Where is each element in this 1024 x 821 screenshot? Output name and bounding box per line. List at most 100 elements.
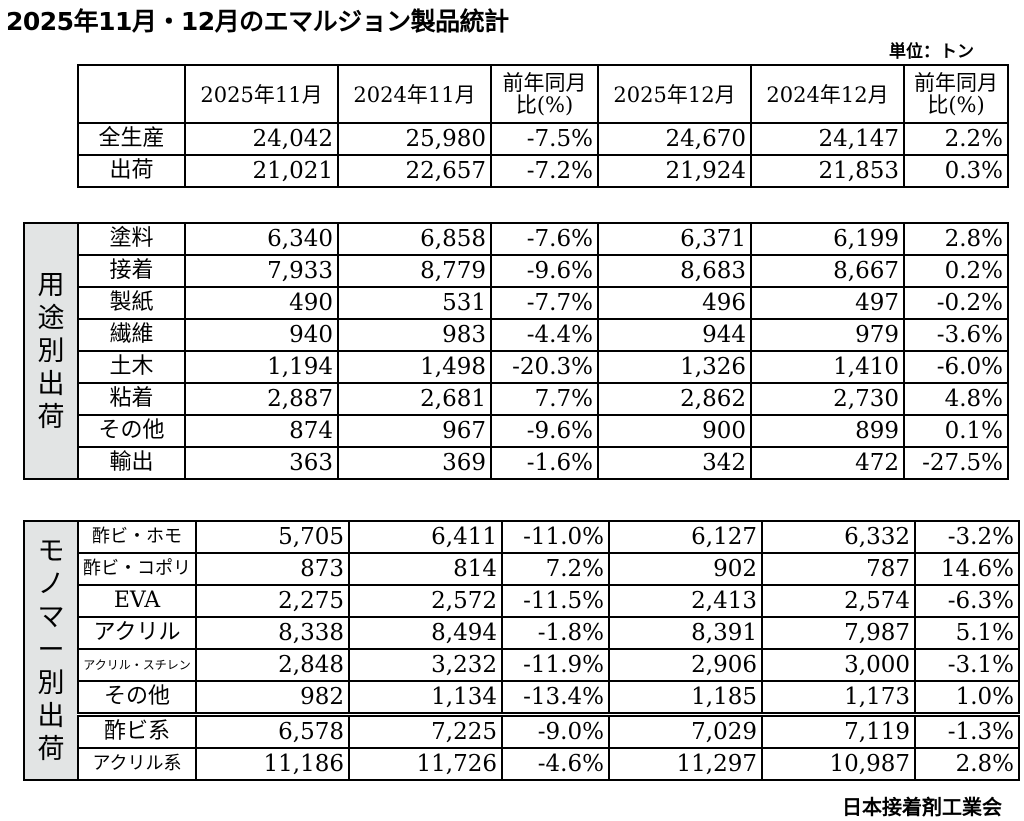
table-row: モノマー別出荷 酢ビ・ホモ 5,705 6,411 -11.0% 6,127 6,332 -3…: [23, 520, 1020, 781]
value-cell: 2.2%: [903, 122, 1009, 156]
row-label: 土木: [77, 350, 186, 384]
value-cell: -7.7%: [490, 286, 599, 320]
value-cell: -20.3%: [490, 350, 599, 384]
value-cell: 2,574: [761, 584, 916, 618]
row-label: アクリル: [77, 616, 197, 650]
value-cell: 7,225: [348, 712, 503, 749]
value-cell: 8,779: [337, 254, 492, 288]
value-cell: 6,332: [761, 520, 916, 554]
value-cell: 0.2%: [903, 254, 1009, 288]
row-label: 酢ビ・コポリ: [77, 552, 197, 586]
value-cell: -6.0%: [903, 350, 1009, 384]
table-row: 全生産 24,042 25,980 -7.5% 24,670 24,147 2.2%: [77, 122, 1009, 156]
value-cell: 14.6%: [914, 552, 1020, 586]
value-cell: 8,494: [348, 616, 503, 650]
value-cell: 2,906: [608, 648, 763, 682]
value-cell: 8,391: [608, 616, 763, 650]
value-cell: 983: [337, 318, 492, 352]
col-header: 2024年11月: [337, 64, 492, 124]
value-cell: 3,000: [761, 648, 916, 682]
value-cell: 6,199: [750, 222, 905, 256]
value-cell: 1,173: [761, 680, 916, 716]
row-label: 酢ビ系: [77, 712, 197, 749]
value-cell: -3.2%: [914, 520, 1020, 554]
value-cell: 2.8%: [903, 222, 1009, 256]
row-label: 出荷: [77, 154, 186, 188]
value-cell: 21,924: [597, 154, 752, 188]
value-cell: 814: [348, 552, 503, 586]
value-cell: 2,730: [750, 382, 905, 416]
row-label: 製紙: [77, 286, 186, 320]
value-cell: 490: [184, 286, 339, 320]
value-cell: 11,297: [608, 747, 763, 781]
value-cell: 787: [761, 552, 916, 586]
value-cell: 21,853: [750, 154, 905, 188]
row-label: 酢ビ・ホモ: [77, 520, 197, 554]
value-cell: 342: [597, 446, 752, 480]
value-cell: 3,232: [348, 648, 503, 682]
value-cell: 2,681: [337, 382, 492, 416]
table-row: 酢ビ系 6,578 7,225 -9.0% 7,029 7,119 -1.3%: [24, 712, 1020, 749]
value-cell: 7,119: [761, 712, 916, 749]
row-label: EVA: [77, 584, 197, 618]
row-label: 輸出: [77, 446, 186, 480]
value-cell: 21,021: [184, 154, 339, 188]
value-cell: 8,683: [597, 254, 752, 288]
value-cell: 11,726: [348, 747, 503, 781]
value-cell: 1,410: [750, 350, 905, 384]
value-cell: 873: [195, 552, 350, 586]
col-header: 前年同月 比(%): [903, 64, 1009, 124]
value-cell: 2,275: [195, 584, 350, 618]
value-cell: 902: [608, 552, 763, 586]
col-header: 前年同月 比(%): [490, 64, 599, 124]
category-label: 用途別出荷: [23, 222, 79, 480]
value-cell: 1,134: [348, 680, 503, 716]
value-cell: 2,572: [348, 584, 503, 618]
row-label: 繊維: [77, 318, 186, 352]
value-cell: 4.8%: [903, 382, 1009, 416]
value-cell: -0.2%: [903, 286, 1009, 320]
value-cell: 8,338: [195, 616, 350, 650]
value-cell: 497: [750, 286, 905, 320]
value-cell: -1.8%: [501, 616, 610, 650]
table-row: 出荷 21,021 22,657 -7.2% 21,924 21,853 0.3%: [77, 154, 1009, 188]
row-label: 塗料: [77, 222, 186, 256]
value-cell: 2,848: [195, 648, 350, 682]
monomer-table: モノマー別出荷 酢ビ・ホモ 5,705 6,411 -11.0% 6,127 6,332 -3…: [23, 520, 1020, 781]
value-cell: 874: [184, 414, 339, 448]
value-cell: 369: [337, 446, 492, 480]
value-cell: -3.6%: [903, 318, 1009, 352]
value-cell: 22,657: [337, 154, 492, 188]
value-cell: 6,578: [195, 712, 350, 749]
table-row: 製紙 490 531 -7.7% 496 497 -0.2%: [24, 286, 1009, 320]
value-cell: 7.2%: [501, 552, 610, 586]
table-row: 輸出 363 369 -1.6% 342 472 -27.5%: [24, 446, 1009, 480]
table-row: 用途別出荷 塗料 6,340 6,858 -7.6% 6,371 6,199 2.8%: [23, 222, 1009, 480]
row-label: 全生産: [77, 122, 186, 156]
row-label: その他: [77, 414, 186, 448]
value-cell: 6,371: [597, 222, 752, 256]
table-row: 酢ビ・コポリ 873 814 7.2% 902 787 14.6%: [24, 552, 1020, 586]
value-cell: 5,705: [195, 520, 350, 554]
value-cell: 940: [184, 318, 339, 352]
value-cell: 7.7%: [490, 382, 599, 416]
summary-table: 2025年11月 2024年11月 前年同月 比(%) 2025年12月 2024…: [77, 64, 1009, 188]
value-cell: 7,933: [184, 254, 339, 288]
value-cell: -11.0%: [501, 520, 610, 554]
value-cell: 2.8%: [914, 747, 1020, 781]
value-cell: -27.5%: [903, 446, 1009, 480]
value-cell: 6,340: [184, 222, 339, 256]
header-row: 2025年11月 2024年11月 前年同月 比(%) 2025年12月 2024…: [77, 64, 1009, 124]
value-cell: 1,185: [608, 680, 763, 716]
value-cell: 2,887: [184, 382, 339, 416]
table-row: EVA 2,275 2,572 -11.5% 2,413 2,574 -6.3%: [24, 584, 1020, 618]
col-header: 2024年12月: [750, 64, 905, 124]
table-row: アクリル・スチレン 2,848 3,232 -11.9% 2,906 3,000 -3.1%: [24, 648, 1020, 682]
value-cell: 1.0%: [914, 680, 1020, 716]
value-cell: 982: [195, 680, 350, 716]
value-cell: 6,127: [608, 520, 763, 554]
value-cell: 0.1%: [903, 414, 1009, 448]
value-cell: 2,413: [608, 584, 763, 618]
value-cell: -7.6%: [490, 222, 599, 256]
value-cell: -7.5%: [490, 122, 599, 156]
